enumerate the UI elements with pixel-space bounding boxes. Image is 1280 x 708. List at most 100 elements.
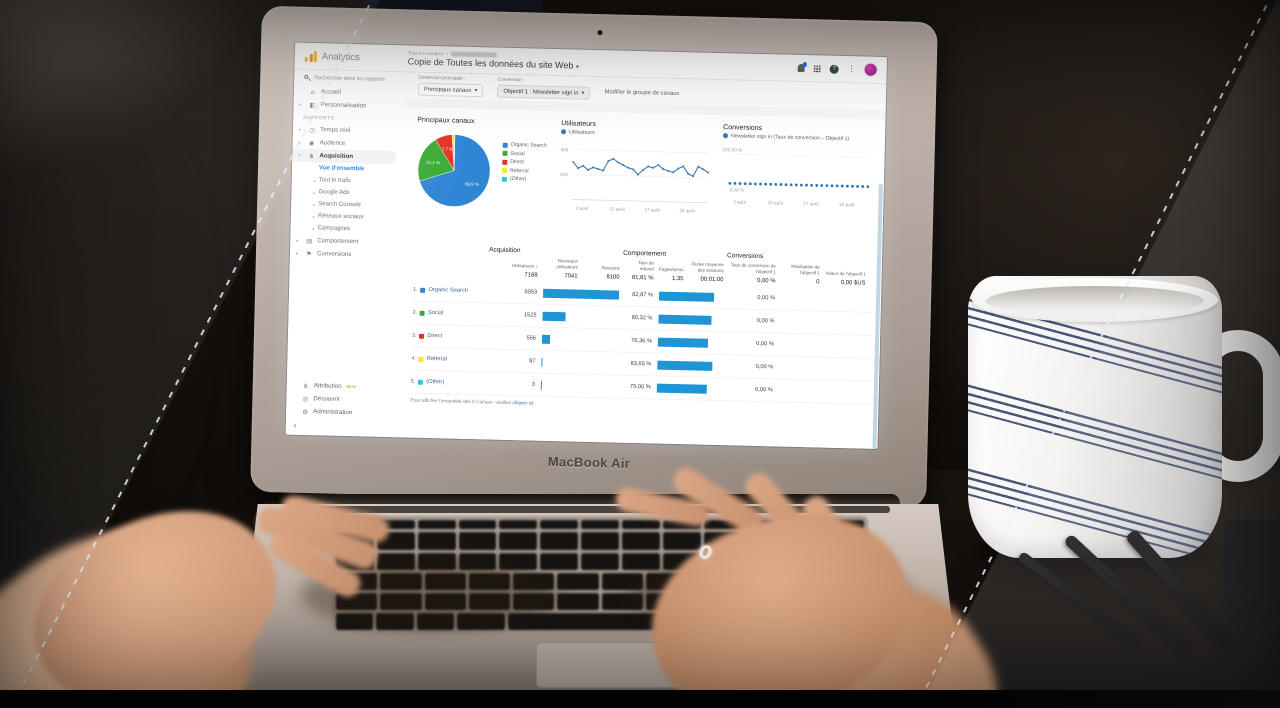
key[interactable]	[513, 592, 555, 610]
dimension-select[interactable]: Principaux canaux ▾	[417, 82, 484, 98]
key[interactable]	[581, 532, 619, 550]
gridline	[572, 174, 708, 179]
key[interactable]	[513, 572, 555, 590]
key[interactable]	[540, 552, 579, 570]
sidebar-item-label: Administration	[313, 408, 353, 417]
channel-cell[interactable]: 3. Direct	[412, 333, 487, 341]
breadcrumb-root[interactable]: Tous les comptes	[407, 50, 444, 57]
sidebar-item-conversions[interactable]: ▸ ⚑ Conversions	[290, 247, 402, 263]
column-header[interactable]: Taux de conversion de l'objectif 1	[730, 262, 776, 275]
channel-cell[interactable]: 4. Referral	[411, 356, 486, 364]
key[interactable]	[458, 532, 497, 550]
more-vertical-icon[interactable]: ⋮	[847, 64, 856, 74]
conversion-goal-select[interactable]: Objectif 1 : Newsletter sign in ▾	[497, 84, 591, 100]
data-point	[667, 169, 670, 172]
data-point	[733, 182, 737, 185]
column-header[interactable]: Taux de rebond	[638, 260, 654, 272]
key[interactable]	[380, 572, 422, 590]
column-header[interactable]: Réalisation de l'objectif 1	[791, 263, 820, 276]
key[interactable]	[557, 592, 599, 610]
account-avatar[interactable]	[864, 63, 877, 76]
key[interactable]	[458, 552, 497, 570]
channel-swatch-icon	[419, 333, 425, 339]
report-toolbar: Dimension principale : Principaux canaux…	[417, 76, 680, 102]
key[interactable]	[581, 520, 619, 530]
channel-name[interactable]: Referral	[426, 356, 448, 363]
y-axis-tick: 200	[560, 172, 568, 177]
key[interactable]	[540, 532, 579, 550]
data-point	[825, 184, 829, 188]
key[interactable]	[376, 552, 415, 570]
key[interactable]	[468, 592, 510, 610]
key[interactable]	[662, 520, 701, 530]
column-header[interactable]: Durée moyenne des sessions	[691, 261, 724, 273]
key[interactable]	[703, 520, 742, 530]
channel-cell[interactable]: 5. (Other)	[411, 379, 486, 387]
key[interactable]	[468, 572, 510, 590]
notification-badge	[802, 62, 807, 67]
column-header[interactable]: Nouveaux utilisateurs	[556, 258, 578, 270]
data-point	[652, 166, 655, 169]
channel-cell[interactable]: 2. Social	[413, 310, 488, 318]
notifications-bell-icon[interactable]	[797, 62, 807, 73]
key[interactable]	[662, 532, 701, 550]
key[interactable]	[621, 520, 660, 530]
help-icon[interactable]: ?	[829, 64, 839, 74]
key[interactable]	[424, 572, 466, 590]
key[interactable]	[417, 520, 456, 530]
show-all-channels-link[interactable]: cliquez ici.	[512, 401, 535, 407]
apps-grid-icon[interactable]	[813, 64, 821, 72]
channel-name[interactable]: Organic Search	[428, 287, 469, 295]
data-point	[805, 183, 808, 187]
sidebar-collapse-button[interactable]: ‹	[293, 420, 297, 430]
discover-icon: ◎	[302, 394, 309, 403]
key[interactable]	[621, 532, 660, 550]
key[interactable]	[621, 552, 660, 570]
key[interactable]	[380, 592, 422, 610]
key[interactable]	[601, 592, 643, 610]
key[interactable]	[540, 520, 579, 530]
key[interactable]	[557, 572, 599, 590]
bounce-rate-bar	[658, 291, 714, 302]
key[interactable]	[417, 532, 456, 550]
conversion-rate-value: 0,00 %	[755, 364, 774, 371]
data-point	[627, 166, 630, 169]
users-bar-cell	[540, 288, 622, 300]
key[interactable]	[499, 552, 538, 570]
key[interactable]	[456, 612, 506, 630]
sidebar-nav: ⌂ Accueil ▸ ◧ Personnalisation RAPPORTS ▸ ◷ Temp…	[290, 85, 406, 263]
data-point	[582, 164, 585, 167]
data-point	[647, 165, 650, 168]
channel-name[interactable]: Social	[427, 310, 444, 317]
pie-slice-label: 21,1 %	[426, 160, 440, 165]
chevron-right-icon: ▸	[295, 250, 299, 256]
x-axis-tick: 17 août	[803, 201, 819, 206]
sidebar-item-label: Google Ads	[318, 189, 350, 197]
key[interactable]	[417, 552, 456, 570]
channel-swatch-icon	[418, 356, 424, 362]
key[interactable]	[416, 612, 454, 630]
key[interactable]	[499, 520, 538, 530]
data-point	[799, 183, 803, 187]
bounce-rate-bar	[657, 337, 709, 348]
totals-value: 8100	[606, 274, 620, 281]
data-point	[577, 167, 580, 170]
key[interactable]	[581, 552, 619, 570]
channel-cell[interactable]: 1. Organic Search	[413, 287, 488, 295]
channel-name[interactable]: (Other)	[426, 379, 445, 386]
key[interactable]	[424, 592, 466, 610]
legend-swatch-icon	[502, 159, 508, 165]
key[interactable]	[376, 612, 414, 630]
key[interactable]	[499, 532, 538, 550]
data-point	[861, 185, 865, 188]
key[interactable]	[376, 520, 415, 530]
key[interactable]	[458, 520, 497, 530]
realtime-icon: ◷	[309, 125, 315, 134]
key[interactable]	[601, 572, 643, 590]
data-point	[682, 165, 685, 168]
data-point	[728, 181, 732, 185]
vertical-scrollbar[interactable]	[871, 183, 883, 449]
edit-channel-group-link[interactable]: Modifier le groupe de canaux	[604, 89, 680, 98]
channel-name[interactable]: Direct	[427, 333, 443, 340]
